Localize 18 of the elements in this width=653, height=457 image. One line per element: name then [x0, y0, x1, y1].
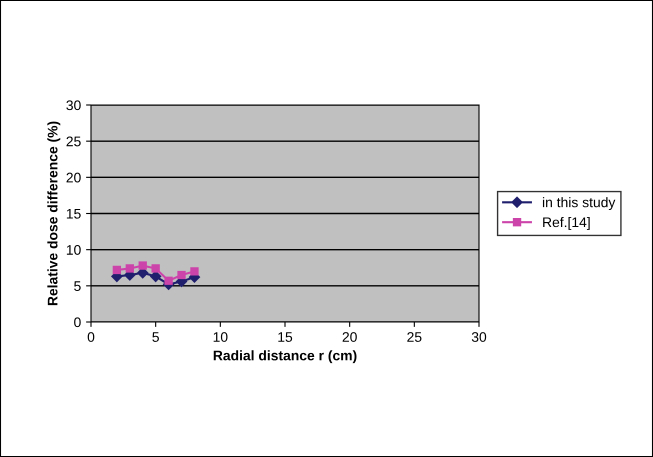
- x-tick-label: 20: [342, 332, 357, 342]
- x-axis-title: Radial distance r (cm): [214, 350, 356, 364]
- y-tick-label: 10: [66, 245, 81, 255]
- y-tick-label: 5: [74, 281, 81, 292]
- x-tick-label: 10: [214, 332, 228, 342]
- y-tick-label: 25: [66, 136, 81, 146]
- y-tick-label: 30: [66, 100, 81, 110]
- y-axis-title: Relative dose difference (%): [47, 122, 60, 306]
- y-tick-label: 0: [74, 317, 81, 328]
- legend-label: in this study: [542, 197, 616, 210]
- x-tick-label: 0: [88, 332, 94, 342]
- legend-label: Ref.[14]: [543, 216, 590, 230]
- x-tick-label: 30: [472, 332, 486, 342]
- x-tick-label: 25: [407, 332, 422, 342]
- x-tick-label: 5: [152, 332, 159, 342]
- y-tick-label: 15: [66, 208, 81, 219]
- y-tick-label: 20: [66, 172, 81, 183]
- x-tick-label: 15: [278, 332, 292, 342]
